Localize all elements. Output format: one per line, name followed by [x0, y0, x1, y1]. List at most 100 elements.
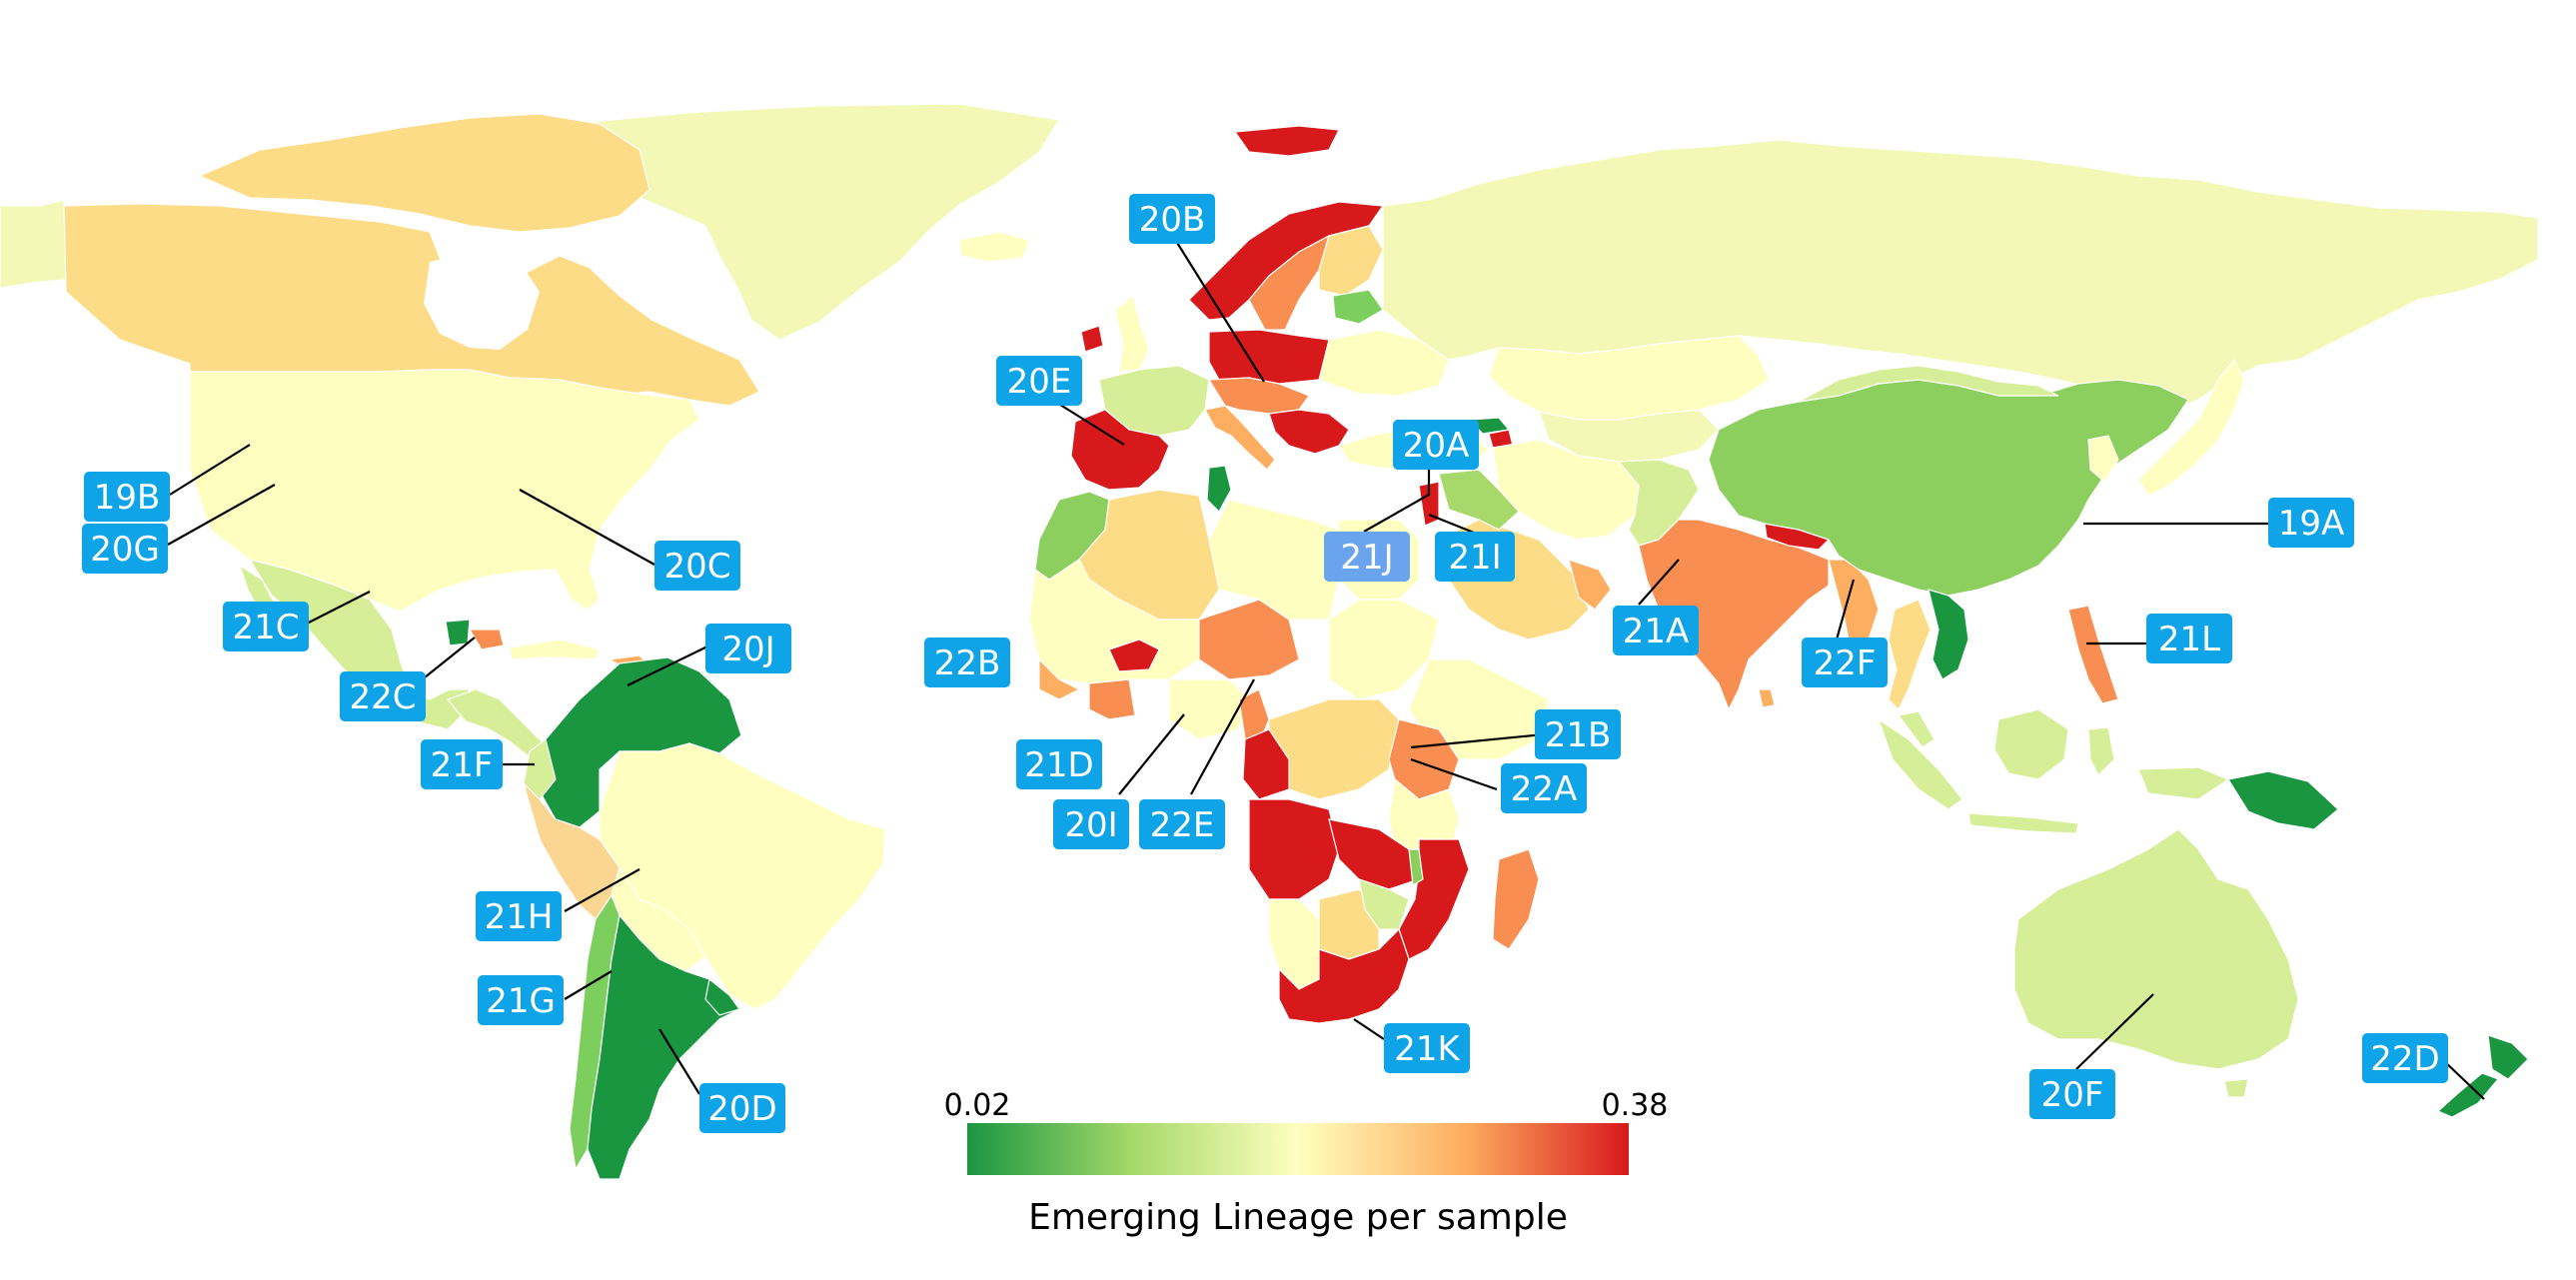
label-22C: 22C — [340, 671, 426, 721]
label-21J: 21J — [1324, 532, 1410, 582]
svg-text:22F: 22F — [1814, 643, 1877, 683]
svg-text:21F: 21F — [431, 745, 494, 785]
svg-text:19B: 19B — [94, 478, 161, 518]
label-21B: 21B — [1535, 709, 1621, 759]
svg-text:20I: 20I — [1064, 805, 1117, 845]
finland — [1318, 225, 1384, 297]
argentina — [587, 913, 740, 1180]
label-20D: 20D — [699, 1083, 785, 1133]
svg-text:20B: 20B — [1139, 200, 1206, 240]
cuba — [509, 639, 601, 660]
colorbar-gradient — [967, 1123, 1629, 1175]
label-20C: 20C — [654, 541, 740, 591]
label-21H: 21H — [476, 891, 562, 941]
malawi — [1408, 848, 1424, 886]
central-asia — [1538, 409, 1720, 463]
mongolia — [1798, 365, 2059, 403]
label-22E: 22E — [1139, 799, 1225, 849]
belize — [468, 629, 505, 650]
label-21K: 21K — [1384, 1023, 1470, 1073]
vietnam-laos — [1928, 589, 1969, 680]
sri-lanka — [1758, 688, 1776, 708]
colorbar-title: Emerging Lineage per sample — [1028, 1197, 1568, 1238]
svg-text:21I: 21I — [1448, 538, 1501, 578]
label-20G: 20G — [82, 524, 168, 574]
label-21L: 21L — [2146, 614, 2232, 663]
thailand — [1888, 599, 1932, 711]
label-22D: 22D — [2362, 1033, 2448, 1083]
label-20B: 20B — [1129, 194, 1215, 244]
zambia — [1328, 818, 1420, 890]
svg-text:22E: 22E — [1150, 805, 1215, 845]
label-21I: 21I — [1435, 532, 1515, 582]
angola — [1248, 798, 1340, 900]
svg-text:21G: 21G — [486, 981, 556, 1021]
iraq-syria — [1438, 469, 1520, 531]
italy — [1204, 405, 1276, 471]
guatemala-honduras — [445, 619, 471, 646]
madagascar — [1492, 848, 1540, 950]
colorbar-max-label: 0.38 — [1602, 1088, 1669, 1123]
label-21F: 21F — [421, 739, 503, 789]
colorbar-min-label: 0.02 — [944, 1088, 1011, 1123]
philippines — [2067, 605, 2119, 704]
svg-text:22D: 22D — [2370, 1039, 2439, 1079]
new-zealand-south — [2436, 1072, 2500, 1118]
svg-text:20E: 20E — [1007, 362, 1072, 402]
burkina — [1108, 639, 1160, 672]
svg-text:20D: 20D — [707, 1089, 776, 1129]
borneo — [1993, 708, 2069, 780]
label-22F: 22F — [1802, 638, 1888, 687]
label-21C: 21C — [223, 602, 309, 651]
label-20A: 20A — [1393, 420, 1479, 470]
svg-text:21H: 21H — [485, 897, 554, 937]
svalbard — [1233, 125, 1340, 157]
svg-text:20J: 20J — [721, 630, 774, 669]
ghana-togo — [1088, 678, 1136, 720]
svg-text:20F: 20F — [2041, 1075, 2104, 1115]
korea — [2087, 435, 2119, 483]
label-20E: 20E — [996, 356, 1082, 406]
tunisia — [1206, 465, 1232, 513]
sulawesi — [2087, 726, 2115, 777]
alaska — [0, 199, 67, 289]
label-21D: 21D — [1016, 739, 1102, 789]
oman — [1568, 559, 1612, 611]
iberia — [1070, 409, 1170, 491]
uk — [1114, 294, 1150, 373]
hudson-bay — [424, 252, 540, 350]
libya — [1208, 499, 1340, 621]
belarus-baltics — [1332, 289, 1384, 325]
ecuador — [523, 737, 557, 800]
svg-text:21C: 21C — [232, 608, 299, 647]
sumatra — [1877, 717, 1963, 810]
malaysia — [1897, 710, 1935, 748]
label-22B: 22B — [924, 638, 1010, 687]
svg-text:20G: 20G — [90, 530, 160, 570]
papua-new-guinea — [2227, 770, 2339, 830]
new-zealand-north — [2487, 1034, 2529, 1080]
guinea-bissau — [1038, 657, 1081, 700]
label-22A: 22A — [1501, 763, 1587, 813]
svg-text:22C: 22C — [349, 677, 416, 717]
svg-text:21B: 21B — [1545, 715, 1612, 755]
tasmania — [2223, 1078, 2249, 1098]
svg-text:22B: 22B — [934, 643, 1001, 683]
iceland — [958, 231, 1030, 263]
label-19A: 19A — [2268, 498, 2354, 548]
svg-text:19A: 19A — [2278, 504, 2345, 544]
mozambique — [1398, 838, 1470, 960]
indonesia-east — [2137, 766, 2230, 800]
label-19B: 19B — [84, 472, 170, 522]
svg-text:21K: 21K — [1394, 1029, 1461, 1069]
canada-islands — [198, 113, 650, 233]
kazakhstan — [1488, 335, 1770, 421]
label-21A: 21A — [1613, 606, 1699, 655]
label-20I: 20I — [1053, 799, 1129, 849]
svg-text:21J: 21J — [1340, 538, 1393, 578]
region-labels: 19B 20G 20C 21C 22C 20J 21F 21H 21G 20D … — [82, 194, 2448, 1133]
balkans — [1268, 409, 1350, 455]
namibia — [1268, 898, 1320, 990]
colorbar: 0.02 0.38 Emerging Lineage per sample — [944, 1088, 1669, 1238]
